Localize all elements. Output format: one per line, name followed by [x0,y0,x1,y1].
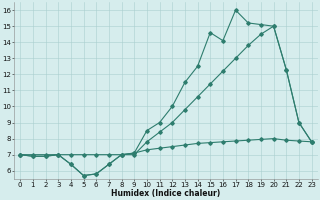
X-axis label: Humidex (Indice chaleur): Humidex (Indice chaleur) [111,189,220,198]
